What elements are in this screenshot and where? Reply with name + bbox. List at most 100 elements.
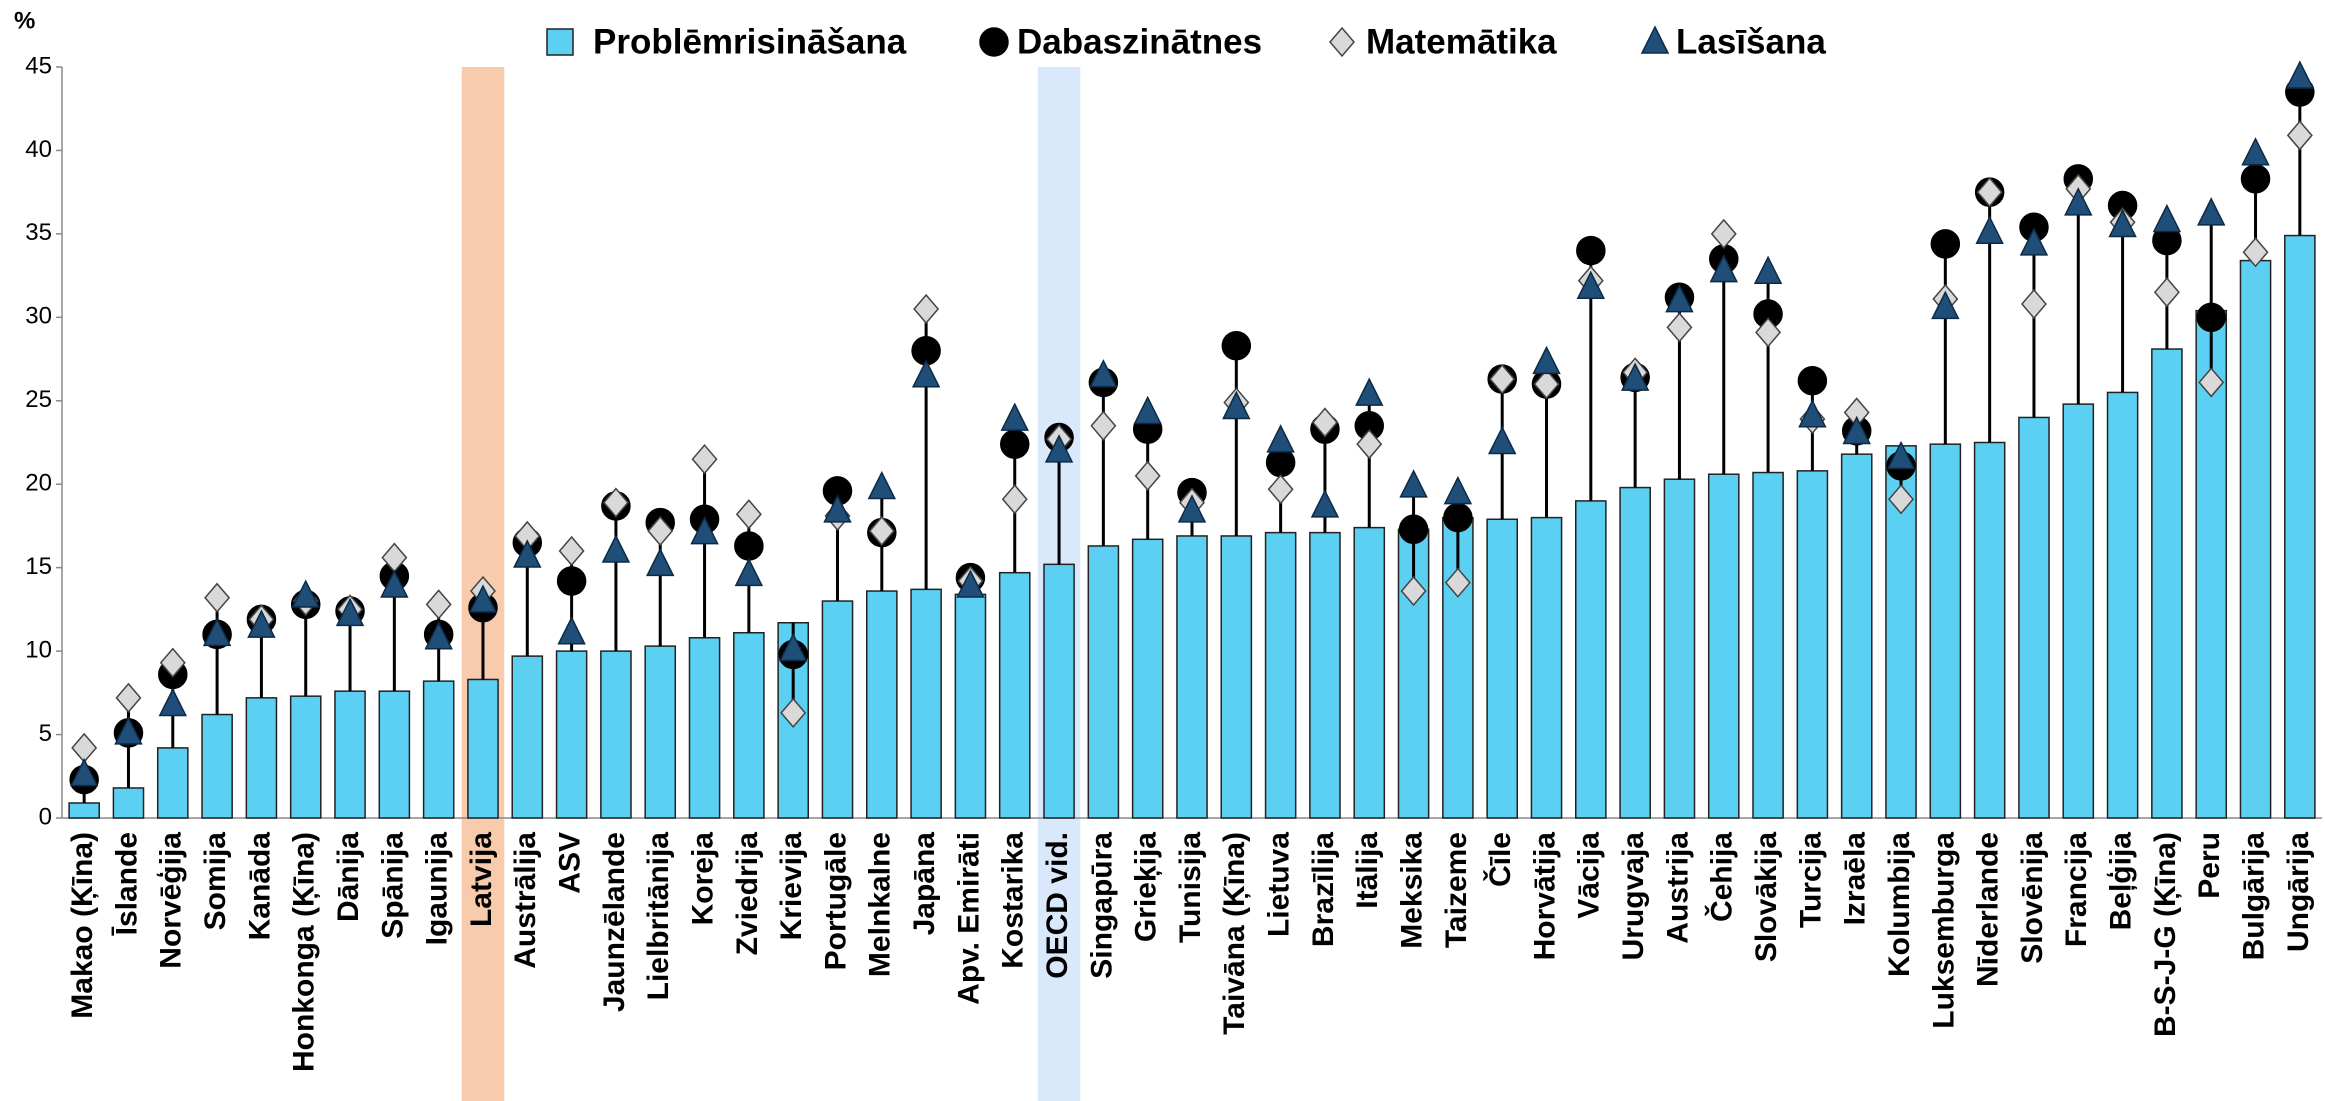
circle-marker (1265, 447, 1296, 478)
bar (1663, 478, 1696, 819)
x-tick-label: Latvija (465, 832, 498, 927)
bar (2018, 416, 2050, 819)
bar (688, 637, 721, 819)
triangle-marker (468, 584, 498, 613)
legend-label: Problēmrisināšana (593, 22, 907, 61)
bar (1087, 545, 1120, 819)
triangle-marker (2152, 203, 2182, 233)
bar (1309, 531, 1341, 819)
triangle-marker (1620, 362, 1650, 391)
x-tick-label: Lielbritānija (642, 832, 675, 1001)
x-tick-label: B-S-J-G (Ķīna) (2149, 832, 2182, 1037)
circle-marker (1398, 514, 1429, 545)
bar (644, 645, 677, 819)
bar (1707, 473, 1740, 819)
bar (422, 680, 455, 819)
triangle-marker (114, 716, 143, 745)
circle-marker (1443, 502, 1473, 533)
y-tick-label: 45 (25, 52, 52, 79)
x-tick-label: Slovākija (1750, 832, 1783, 962)
triangle-marker (1665, 283, 1694, 313)
x-tick-label: Francija (2060, 832, 2093, 947)
diamond-marker (1311, 407, 1338, 438)
bar (2284, 234, 2316, 819)
x-tick-label: Taizeme (1440, 832, 1473, 948)
bar (378, 690, 411, 819)
y-axis-label: % (14, 7, 35, 34)
bar (2106, 391, 2139, 819)
y-tick-label: 25 (25, 386, 52, 413)
bar (112, 787, 145, 819)
bar (2239, 259, 2272, 819)
diamond-marker (2020, 288, 2047, 320)
x-tick-label: Kostarika (997, 832, 1030, 969)
diamond-marker (868, 515, 895, 547)
triangle-marker (778, 632, 808, 662)
bar (555, 650, 588, 819)
x-tick-label: Spānija (376, 832, 409, 939)
diamond-marker (71, 732, 98, 764)
diamond-marker (735, 499, 762, 530)
triangle-marker (1133, 395, 1162, 425)
triangle-marker (2019, 227, 2049, 256)
diamond-marker (1001, 484, 1028, 515)
x-tick-label: OECD vid. (1041, 832, 1074, 979)
circle-marker (1221, 330, 1252, 361)
y-tick-label: 35 (25, 219, 52, 246)
x-tick-label: Portugāle (819, 832, 852, 970)
triangle-marker (335, 597, 365, 627)
bar (2151, 348, 2183, 819)
bar (821, 600, 854, 819)
x-tick-label: Čīle (1483, 832, 1517, 887)
diamond-marker (1090, 410, 1117, 441)
x-tick-label: Itālija (1351, 832, 1384, 909)
legend-swatch (979, 27, 1009, 57)
x-tick-label: Taivāna (Ķīna) (1218, 832, 1251, 1035)
bar (334, 690, 366, 819)
triangle-marker (1355, 377, 1384, 406)
legend-swatch (546, 28, 574, 56)
x-tick-label: Tunisija (1174, 832, 1207, 943)
x-tick-label: Urugvaja (1617, 832, 1650, 961)
diamond-marker (1400, 575, 1427, 607)
bar (733, 632, 765, 819)
x-tick-label: Bulgārija (2237, 832, 2270, 961)
triangle-marker (424, 621, 453, 650)
triangle-marker (1709, 253, 1738, 283)
x-tick-label: Grieķija (1130, 832, 1163, 942)
triangle-marker (2108, 208, 2137, 238)
bar (998, 571, 1031, 819)
x-tick-label: Zviedrija (731, 832, 764, 956)
y-tick-label: 40 (25, 136, 52, 163)
triangle-marker (867, 470, 897, 500)
x-tick-label: Austrija (1661, 832, 1694, 944)
bar (1575, 500, 1607, 819)
circle-marker (999, 429, 1030, 459)
x-tick-label: Lietuva (1263, 832, 1296, 937)
x-tick-label: Makao (Ķīna) (66, 832, 99, 1019)
x-tick-label: Somija (199, 832, 232, 931)
bar (1486, 518, 1519, 819)
y-tick-label: 30 (25, 303, 52, 330)
triangle-marker (2197, 197, 2226, 226)
diamond-marker (1267, 474, 1294, 505)
x-tick-label: Izraēla (1839, 832, 1872, 926)
triangle-marker (823, 494, 852, 523)
triangle-marker (1753, 255, 1783, 285)
x-tick-label: Ungārija (2282, 832, 2315, 952)
diamond-marker (1489, 363, 1516, 395)
triangle-marker (1443, 475, 1473, 505)
x-tick-label: Horvātija (1528, 832, 1561, 961)
circle-marker (556, 566, 587, 596)
y-tick-label: 15 (25, 553, 52, 580)
bar (1796, 470, 1829, 819)
triangle-marker (601, 534, 631, 563)
legend-label: Lasīšana (1676, 22, 1826, 61)
circle-marker (1797, 366, 1828, 396)
legend-label: Dabaszinātnes (1017, 22, 1262, 61)
triangle-marker (956, 569, 985, 598)
triangle-marker (1886, 440, 1916, 470)
bar (1973, 441, 2006, 819)
x-tick-label: Norvēģija (155, 832, 188, 969)
